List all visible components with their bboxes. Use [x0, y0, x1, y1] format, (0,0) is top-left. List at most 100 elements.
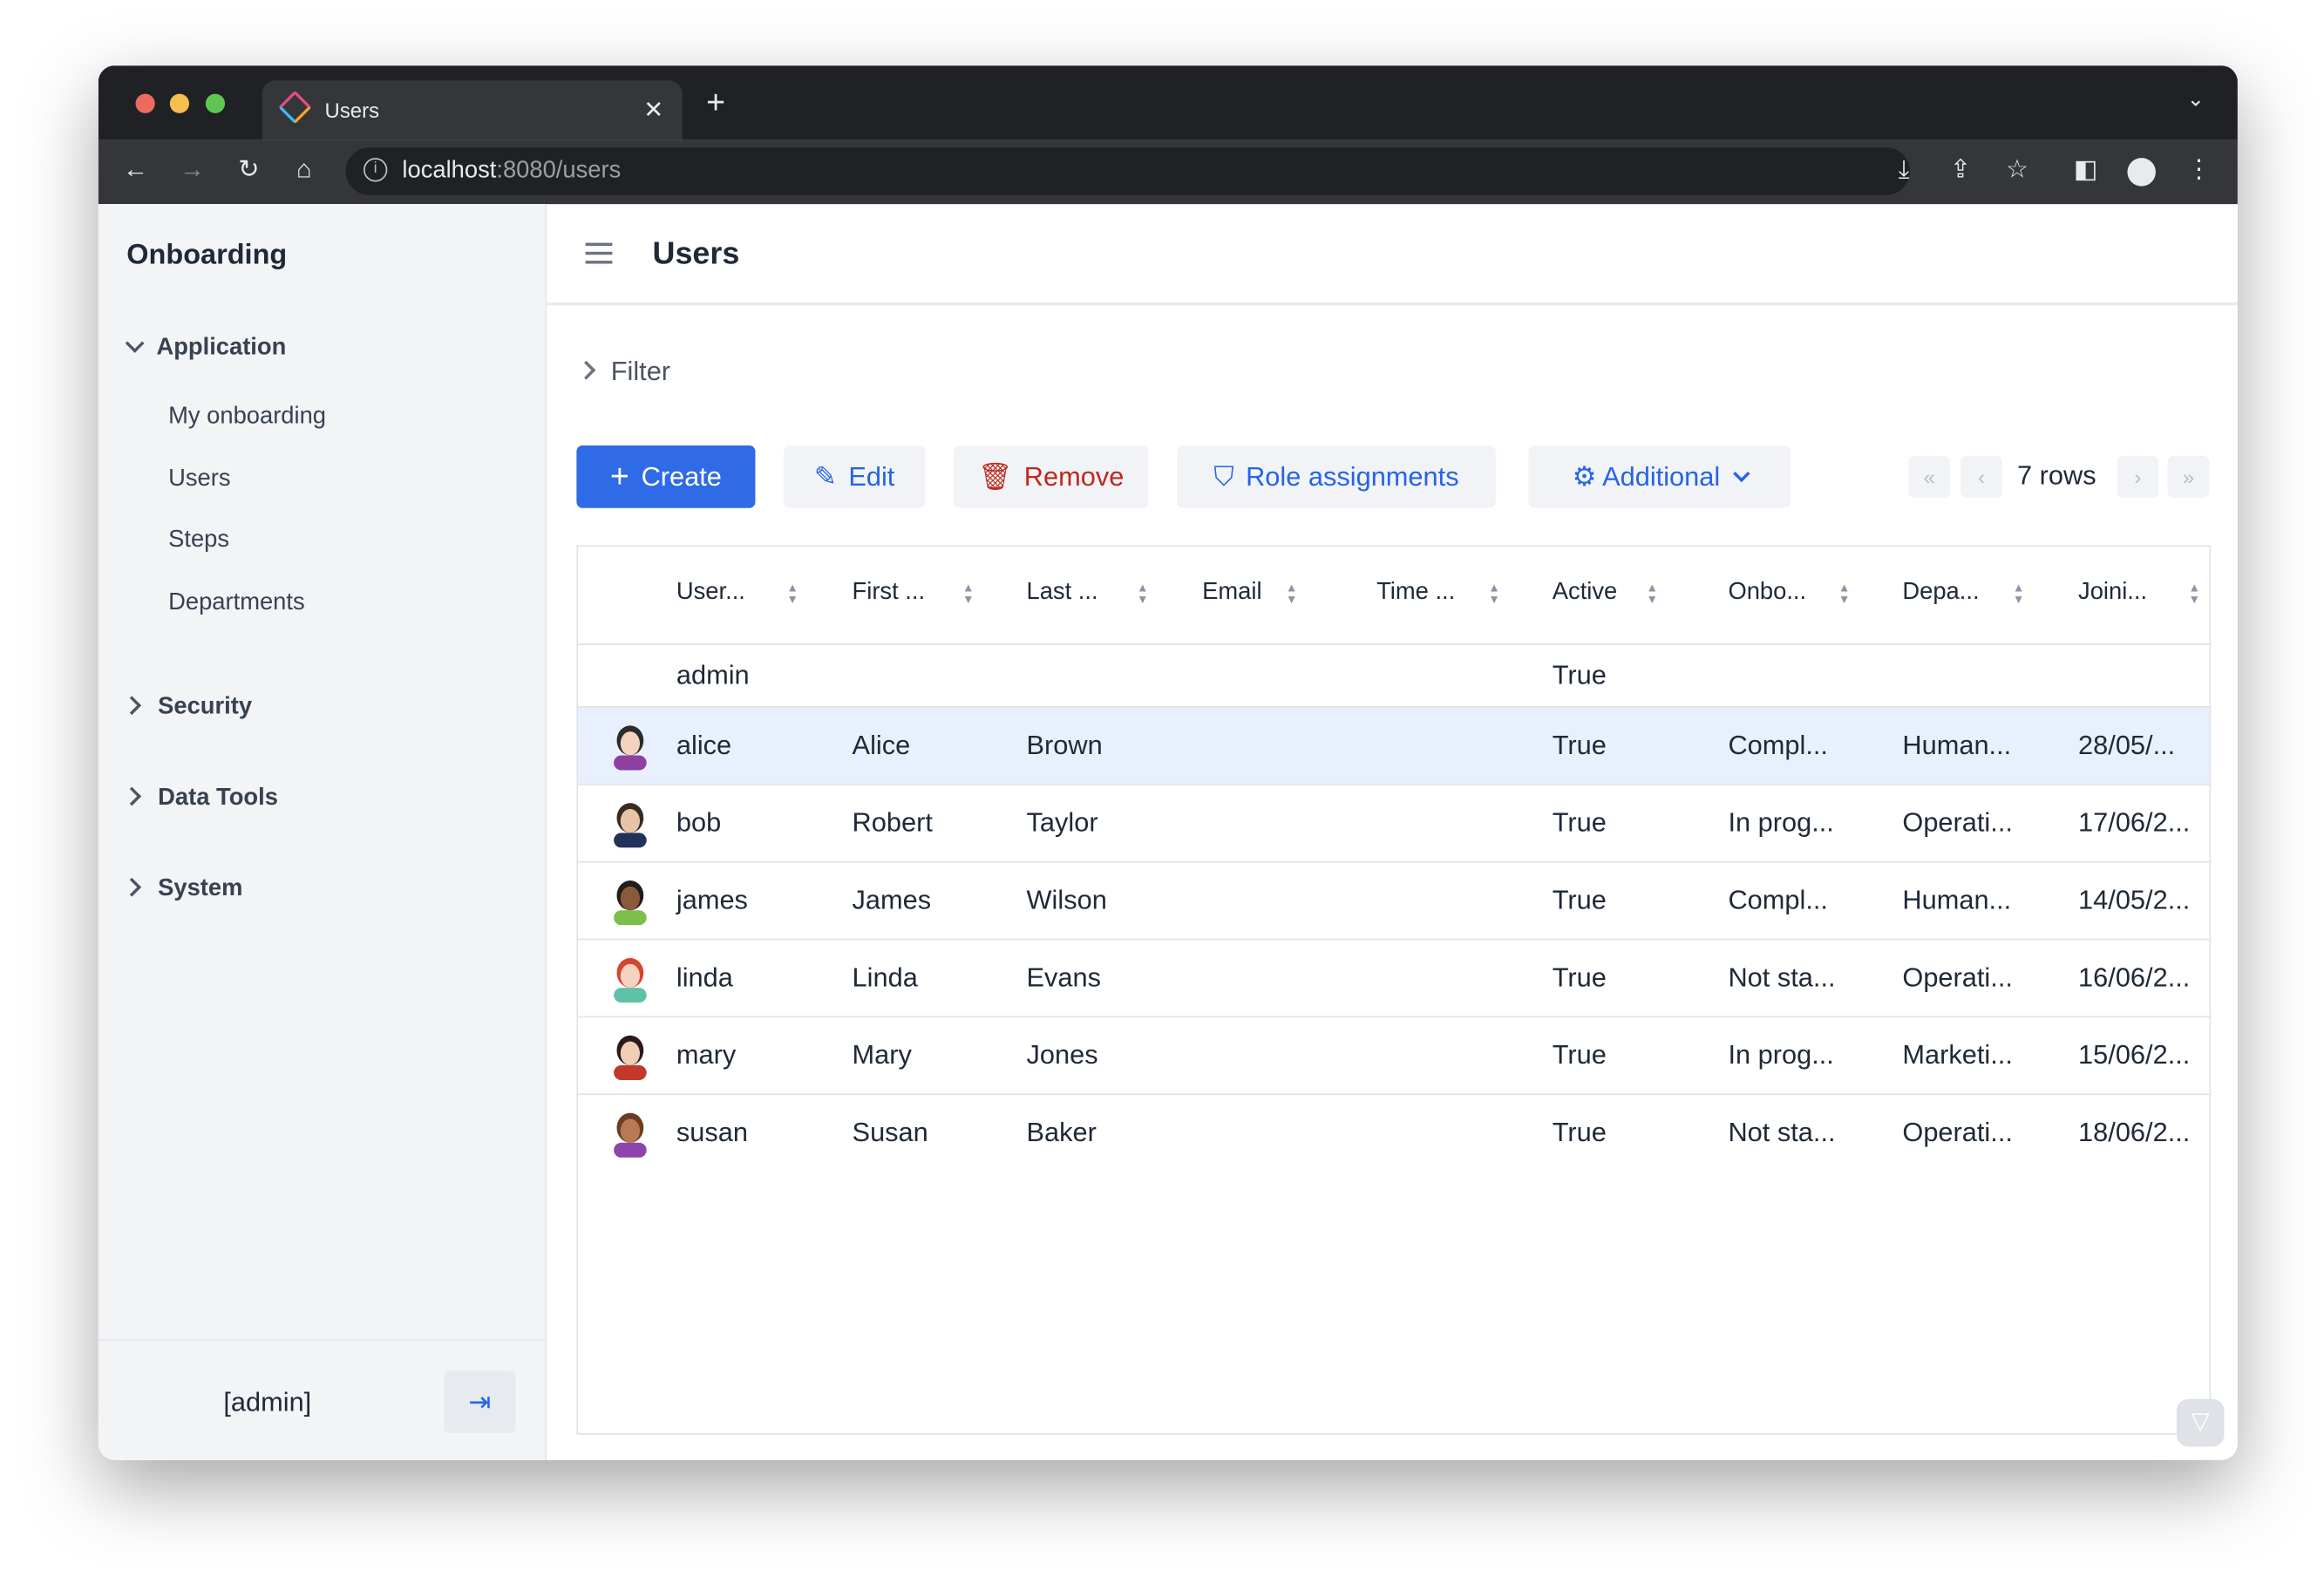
sort-icon[interactable]: ▲ ▼: [1838, 581, 1851, 607]
create-label: Create: [641, 460, 722, 492]
cell-joini: 17/06/2...: [2078, 807, 2191, 838]
sort-icon[interactable]: ▲ ▼: [962, 581, 975, 607]
table-row[interactable]: alice Alice Brown True Compl... Human... 28/05…: [578, 706, 2210, 785]
table-row[interactable]: mary Mary Jones True In prog... Marketi... 15/…: [578, 1016, 2210, 1096]
avatar-woman-red-hair-icon: [608, 955, 652, 1003]
cell-last: Baker: [1026, 1117, 1097, 1147]
cell-last: Jones: [1026, 1039, 1098, 1071]
table-row[interactable]: susan Susan Baker True Not sta... Operati... 1…: [578, 1093, 2210, 1173]
sort-icon[interactable]: ▲ ▼: [1285, 581, 1298, 607]
cell-active: True: [1552, 730, 1607, 760]
plus-icon: +: [609, 457, 629, 495]
role-assignments-button[interactable]: ⛉ Role assignments: [1177, 445, 1496, 508]
sidebar-item-steps[interactable]: Steps: [168, 527, 230, 554]
sidebar-item-departments[interactable]: Departments: [168, 589, 305, 615]
main-content: Users Filter + Create ✎ Edit 🗑 Remove ⛉ Role…: [547, 204, 2238, 1460]
cell-active: True: [1552, 962, 1607, 993]
url-path: :8080/users: [496, 158, 622, 184]
avatar-man-beard-icon: [608, 800, 652, 848]
bookmark-star-icon[interactable]: ☆: [2005, 154, 2029, 184]
sidebar-group-data-tools[interactable]: Data Tools: [122, 785, 278, 812]
sort-icon[interactable]: ▲ ▼: [1488, 581, 1500, 607]
column-header-6[interactable]: Onbo...: [1728, 579, 1807, 605]
minimize-window-button[interactable]: [169, 93, 190, 113]
row-count: 7 rows: [2016, 460, 2096, 491]
hamburger-menu-icon[interactable]: [585, 242, 613, 246]
cell-joini: 18/06/2...: [2078, 1117, 2191, 1147]
sidebar-item-my-onboarding[interactable]: My onboarding: [168, 404, 327, 430]
sidebar-item-users[interactable]: Users: [168, 466, 231, 492]
cell-user: susan: [676, 1117, 748, 1147]
additional-dropdown-button[interactable]: ⚙ Additional: [1528, 445, 1791, 508]
sort-icon[interactable]: ▲ ▼: [1646, 581, 1658, 607]
column-header-1[interactable]: First ...: [852, 579, 926, 605]
home-icon[interactable]: ⌂: [296, 154, 312, 184]
table-row[interactable]: admin True: [578, 643, 2210, 707]
cell-active: True: [1552, 660, 1607, 690]
sort-icon[interactable]: ▲ ▼: [2012, 581, 2025, 607]
new-tab-icon[interactable]: +: [706, 83, 726, 121]
create-button[interactable]: + Create: [576, 445, 756, 508]
cell-first: Mary: [852, 1039, 912, 1071]
profile-icon[interactable]: [2127, 158, 2156, 187]
column-header-0[interactable]: User...: [676, 579, 745, 605]
dev-tools-widget-icon[interactable]: ▽: [2176, 1398, 2225, 1447]
column-header-5[interactable]: Active: [1552, 579, 1618, 605]
edit-button[interactable]: ✎ Edit: [783, 445, 926, 508]
table-row[interactable]: james James Wilson True Compl... Human... 14/0…: [578, 860, 2210, 941]
sort-icon[interactable]: ▲ ▼: [2188, 581, 2201, 607]
first-page-button[interactable]: «: [1908, 455, 1951, 498]
remove-button[interactable]: 🗑 Remove: [953, 445, 1149, 508]
reload-icon[interactable]: ↻: [238, 154, 260, 184]
maximize-window-button[interactable]: [205, 93, 226, 113]
chevron-right-icon: [576, 360, 596, 380]
back-icon[interactable]: ←: [122, 154, 149, 184]
column-header-7[interactable]: Depa...: [1902, 579, 1980, 605]
browser-window: Users ✕ + ⌄ ← → ↻ ⌂ i localhost:8080/use…: [98, 65, 2238, 1460]
cell-joini: 15/06/2...: [2078, 1039, 2191, 1071]
filter-toggle[interactable]: Filter: [576, 356, 670, 387]
url-host: localhost: [402, 158, 497, 184]
column-header-2[interactable]: Last ...: [1026, 579, 1098, 605]
cell-joini: 28/05/...: [2078, 730, 2176, 760]
sort-icon[interactable]: ▲ ▼: [786, 581, 798, 607]
column-header-3[interactable]: Email: [1202, 579, 1262, 605]
install-icon[interactable]: ⤓: [1898, 154, 1910, 184]
last-page-button[interactable]: »: [2167, 455, 2210, 498]
cell-user: linda: [676, 962, 733, 993]
sidebar-group-system[interactable]: System: [122, 876, 242, 903]
cell-depa: Human...: [1902, 730, 2012, 760]
cell-first: Susan: [852, 1117, 928, 1147]
close-tab-icon[interactable]: ✕: [643, 98, 664, 124]
sidebar-group-security[interactable]: Security: [122, 694, 252, 721]
table-row[interactable]: bob Robert Taylor True In prog... Operati... 1…: [578, 783, 2210, 863]
forward-icon[interactable]: →: [179, 154, 205, 184]
next-page-button[interactable]: ›: [2117, 455, 2159, 498]
table-row[interactable]: linda Linda Evans True Not sta... Operati... 1…: [578, 938, 2210, 1018]
close-window-button[interactable]: [135, 93, 155, 113]
avatar-woman-dark-hair-icon: [608, 723, 652, 771]
column-header-8[interactable]: Joini...: [2078, 579, 2148, 605]
prev-page-button[interactable]: ‹: [1960, 455, 2002, 498]
additional-label: Additional: [1602, 460, 1721, 492]
tab-title: Users: [324, 98, 380, 123]
address-bar[interactable]: i localhost:8080/users: [345, 147, 1910, 195]
cell-onbo: Compl...: [1728, 885, 1828, 915]
cell-user: bob: [676, 807, 722, 838]
logout-button[interactable]: ⇥: [444, 1370, 516, 1434]
side-panel-icon[interactable]: ◧: [2073, 154, 2098, 184]
tab-list-chevron-icon[interactable]: ⌄: [2186, 86, 2205, 111]
column-header-4[interactable]: Time ...: [1376, 579, 1456, 605]
sidebar-group-application[interactable]: Application: [125, 334, 286, 363]
sort-icon[interactable]: ▲ ▼: [1136, 581, 1149, 607]
cell-last: Brown: [1026, 730, 1103, 760]
cell-first: James: [852, 885, 932, 915]
sidebar-footer-divider: [98, 1339, 546, 1342]
share-icon[interactable]: ⇪: [1949, 154, 1972, 184]
page-title: Users: [652, 236, 740, 272]
site-info-icon[interactable]: i: [363, 158, 388, 182]
menu-kebab-icon[interactable]: ⋮: [2185, 154, 2212, 184]
cell-onbo: Not sta...: [1728, 1117, 1836, 1147]
cell-user: alice: [676, 730, 732, 760]
browser-tab[interactable]: Users ✕: [262, 80, 683, 140]
